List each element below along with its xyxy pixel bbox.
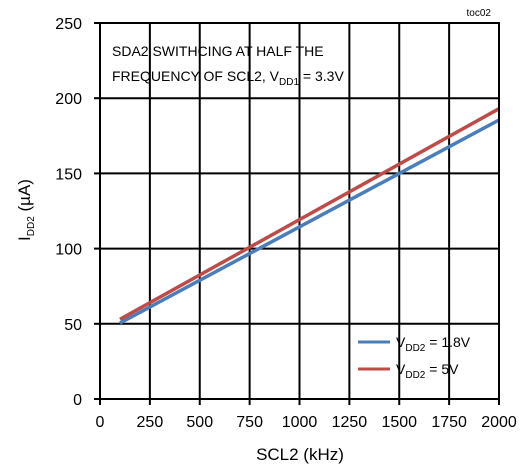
grid: [100, 23, 499, 399]
x-tick-label: 2000: [481, 414, 517, 431]
x-tick-label: 1500: [381, 414, 417, 431]
x-tick-label: 500: [186, 414, 213, 431]
x-axis-title: SCL2 (kHz): [256, 445, 344, 464]
axes: 0 250 500 750 1000 1250 1500 1750 2000 0 50 100 150 2…: [55, 16, 517, 431]
x-tick-label: 750: [236, 414, 263, 431]
x-tick-label: 1750: [431, 414, 467, 431]
legend-label-1.8v: VDD2 = 1.8V: [396, 334, 471, 354]
figure-id: toc02: [467, 8, 492, 19]
x-tick-label: 1250: [332, 414, 368, 431]
legend: VDD2 = 1.8V VDD2 = 5V: [358, 334, 471, 381]
series-line-5v: [119, 107, 500, 321]
y-tick-label: 50: [64, 317, 82, 334]
annotation-line-1: SDA2 SWITHCING AT HALF THE: [112, 43, 324, 59]
x-tick-label: 1000: [282, 414, 318, 431]
annotation-line-2: FREQUENCY OF SCL2, VDD1 = 3.3V: [112, 68, 344, 88]
y-tick-label: 100: [55, 242, 82, 259]
x-tick-label: 250: [137, 414, 164, 431]
series-layer: [119, 107, 500, 325]
y-tick-label: 0: [73, 392, 82, 409]
x-tick-label: 0: [96, 414, 105, 431]
y-axis-title: IDD2 (µA): [15, 179, 37, 241]
y-tick-label: 200: [55, 91, 82, 108]
y-tick-label: 250: [55, 16, 82, 33]
legend-label-5v: VDD2 = 5V: [396, 361, 459, 381]
y-tick-label: 150: [55, 166, 82, 183]
annotation: SDA2 SWITHCING AT HALF THE FREQUENCY OF …: [112, 43, 344, 88]
series-line-1.8v: [119, 118, 500, 325]
